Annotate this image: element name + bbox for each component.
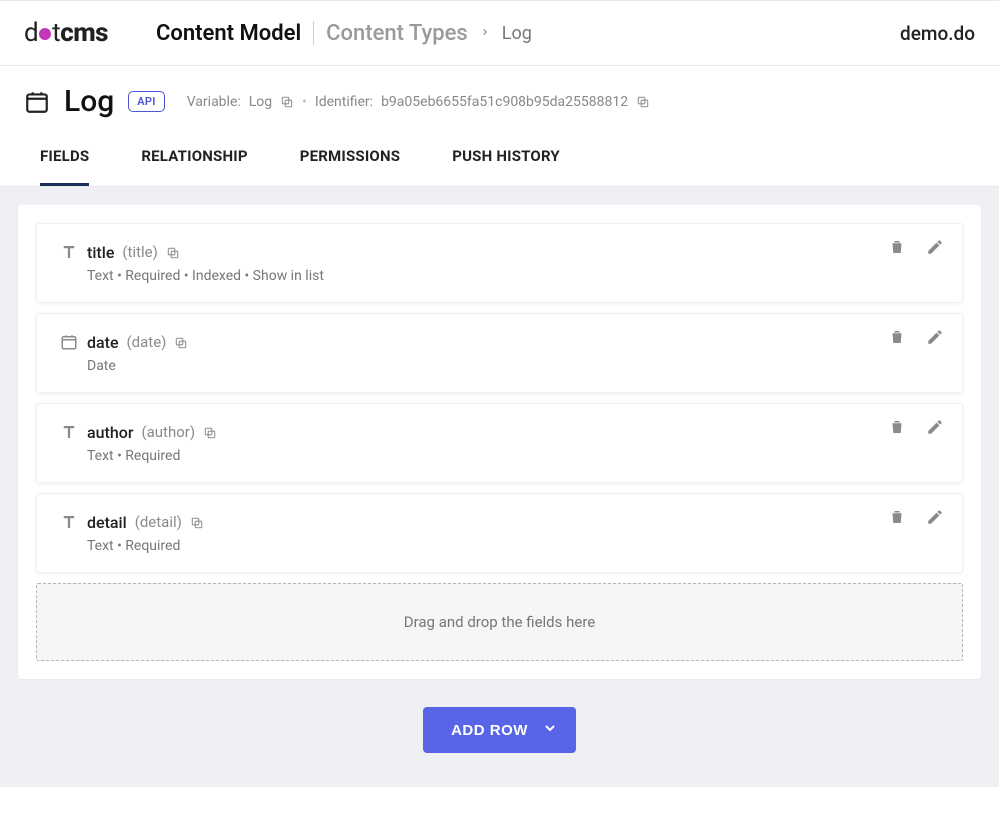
identifier-label: Identifier: (315, 94, 373, 110)
meta-dot-icon: • (302, 94, 307, 110)
logo[interactable]: d t cms (24, 18, 108, 48)
identifier-value: b9a05eb6655fa51c908b95da25588812 (381, 94, 628, 110)
field-name: author (87, 423, 133, 442)
tab-push-history[interactable]: PUSH HISTORY (452, 147, 560, 186)
breadcrumb-divider (313, 21, 314, 45)
tab-fields[interactable]: FIELDS (40, 147, 89, 186)
top-bar: d t cms Content Model Content Types Log … (0, 0, 999, 66)
text-field-icon (59, 422, 79, 442)
field-dropzone[interactable]: Drag and drop the fields here (36, 583, 963, 661)
canvas: title (title) Text • Required • Indexed … (0, 187, 999, 787)
field-row[interactable]: detail (detail) Text • Required (36, 493, 963, 573)
logo-bold: cms (60, 18, 108, 48)
logo-dot-icon (39, 28, 51, 40)
host-label[interactable]: demo.do (900, 22, 975, 45)
text-field-icon (59, 512, 79, 532)
copy-field-var-icon[interactable] (203, 425, 217, 439)
add-row-button[interactable]: ADD ROW (423, 707, 576, 753)
field-meta: Text • Required (87, 538, 940, 554)
edit-field-icon[interactable] (926, 238, 944, 256)
copy-field-var-icon[interactable] (174, 335, 188, 349)
copy-field-var-icon[interactable] (166, 245, 180, 259)
breadcrumb-subsection[interactable]: Content Types (326, 21, 468, 46)
date-field-icon (59, 332, 79, 352)
field-meta: Text • Required • Indexed • Show in list (87, 268, 940, 284)
add-row-container: ADD ROW (18, 707, 981, 753)
field-variable: (detail) (135, 513, 182, 531)
field-variable: (date) (127, 333, 167, 351)
edit-field-icon[interactable] (926, 328, 944, 346)
tabs: FIELDS RELATIONSHIP PERMISSIONS PUSH HIS… (0, 125, 999, 187)
breadcrumb-section[interactable]: Content Model (156, 21, 301, 46)
field-meta: Date (87, 358, 940, 374)
field-row[interactable]: date (date) Date (36, 313, 963, 393)
field-name: detail (87, 513, 127, 532)
field-name: title (87, 243, 114, 262)
chevron-right-icon (480, 25, 490, 41)
field-list: title (title) Text • Required • Indexed … (36, 223, 963, 573)
delete-field-icon[interactable] (888, 238, 906, 256)
delete-field-icon[interactable] (888, 508, 906, 526)
chevron-down-icon (542, 720, 558, 740)
page-meta: Variable: Log • Identifier: b9a05eb6655f… (187, 94, 650, 110)
edit-field-icon[interactable] (926, 418, 944, 436)
copy-identifier-icon[interactable] (636, 95, 650, 109)
breadcrumb: Content Model Content Types Log (156, 21, 532, 46)
field-name: date (87, 333, 119, 352)
api-badge[interactable]: API (128, 91, 164, 112)
dropzone-text: Drag and drop the fields here (404, 613, 595, 631)
text-field-icon (59, 242, 79, 262)
page-header: Log API Variable: Log • Identifier: b9a0… (0, 66, 999, 125)
breadcrumb-leaf: Log (502, 23, 532, 44)
copy-variable-icon[interactable] (280, 95, 294, 109)
page-title: Log (64, 84, 114, 119)
field-row[interactable]: title (title) Text • Required • Indexed … (36, 223, 963, 303)
delete-field-icon[interactable] (888, 418, 906, 436)
variable-value: Log (249, 94, 272, 110)
field-variable: (author) (141, 423, 195, 441)
edit-field-icon[interactable] (926, 508, 944, 526)
fields-panel: title (title) Text • Required • Indexed … (18, 205, 981, 679)
field-row[interactable]: author (author) Text • Required (36, 403, 963, 483)
logo-post: t (52, 18, 60, 48)
tab-permissions[interactable]: PERMISSIONS (300, 147, 400, 186)
variable-label: Variable: (187, 94, 241, 110)
content-type-icon (24, 89, 50, 115)
add-row-label: ADD ROW (451, 722, 528, 739)
field-variable: (title) (122, 243, 157, 261)
delete-field-icon[interactable] (888, 328, 906, 346)
tab-relationship[interactable]: RELATIONSHIP (141, 147, 247, 186)
field-meta: Text • Required (87, 448, 940, 464)
copy-field-var-icon[interactable] (190, 515, 204, 529)
logo-pre: d (24, 18, 38, 48)
